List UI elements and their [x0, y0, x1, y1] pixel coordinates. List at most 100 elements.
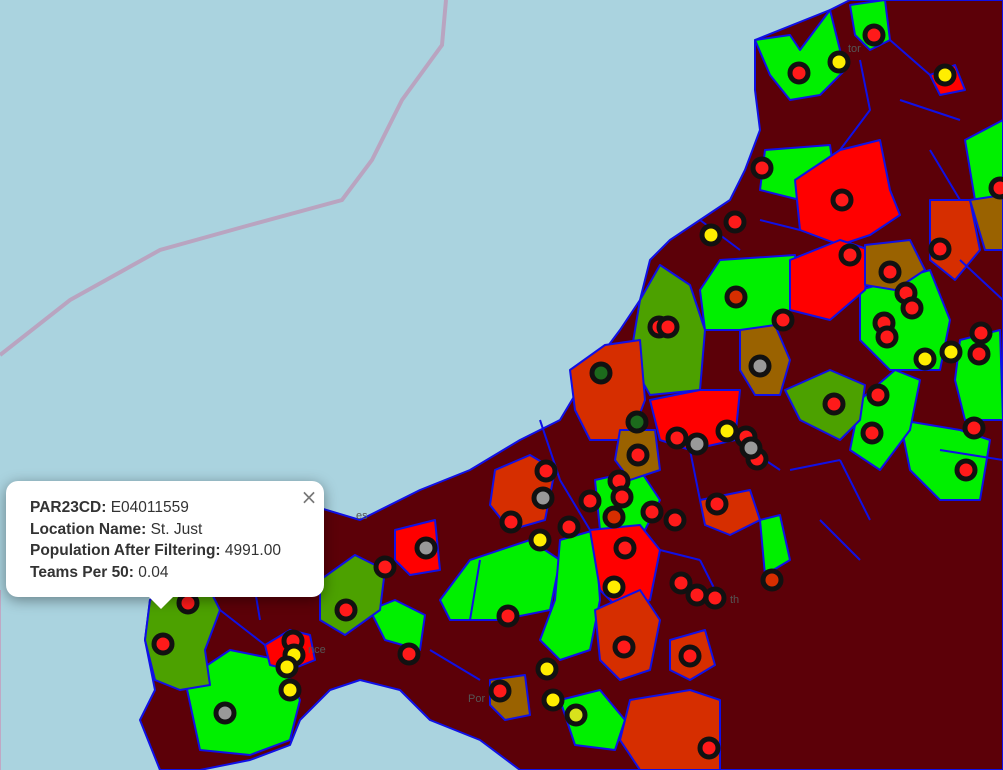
- parish-regions: [139, 0, 1003, 770]
- marker-yellow[interactable]: [913, 347, 937, 371]
- marker-red[interactable]: [866, 383, 890, 407]
- marker-red[interactable]: [988, 176, 1003, 200]
- popup-value: 0.04: [138, 563, 169, 581]
- marker-yellow[interactable]: [535, 657, 559, 681]
- place-label-porthleven: Por: [468, 693, 485, 705]
- marker-grey[interactable]: [685, 432, 709, 456]
- marker-red[interactable]: [771, 308, 795, 332]
- marker-red[interactable]: [962, 416, 986, 440]
- marker-red[interactable]: [669, 571, 693, 595]
- close-icon[interactable]: ×: [300, 485, 318, 509]
- marker-red[interactable]: [678, 644, 702, 668]
- region-orange-3[interactable]: [594, 589, 661, 681]
- marker-yellow[interactable]: [933, 63, 957, 87]
- popup-value: St. Just: [150, 520, 203, 538]
- marker-red[interactable]: [703, 586, 727, 610]
- marker-red[interactable]: [705, 492, 729, 516]
- info-popup: PAR23CD: E04011559 Location Name: St. Ju…: [6, 481, 324, 597]
- marker-red[interactable]: [578, 489, 602, 513]
- marker-red[interactable]: [967, 342, 991, 366]
- marker-yellow[interactable]: [528, 528, 552, 552]
- marker-red[interactable]: [822, 392, 846, 416]
- marker-yellow[interactable]: [602, 575, 626, 599]
- marker-grey[interactable]: [748, 354, 772, 378]
- popup-key: Teams Per 50:: [30, 563, 134, 581]
- marker-red[interactable]: [488, 679, 512, 703]
- marker-red[interactable]: [640, 500, 664, 524]
- marker-red[interactable]: [656, 315, 680, 339]
- marker-grey[interactable]: [414, 536, 438, 560]
- marker-yellow[interactable]: [715, 419, 739, 443]
- marker-red[interactable]: [862, 23, 886, 47]
- marker-red[interactable]: [954, 458, 978, 482]
- popup-key: PAR23CD:: [30, 499, 107, 516]
- marker-red[interactable]: [760, 568, 784, 592]
- marker-red[interactable]: [499, 510, 523, 534]
- popup-row-location-name: Location Name: St. Just: [30, 519, 304, 541]
- marker-red[interactable]: [626, 443, 650, 467]
- region-green-6[interactable]: [954, 329, 1003, 421]
- marker-red[interactable]: [860, 421, 884, 445]
- marker-red[interactable]: [723, 210, 747, 234]
- location-markers: [151, 23, 1003, 760]
- marker-yellow[interactable]: [275, 655, 299, 679]
- marker-yellow[interactable]: [541, 688, 565, 712]
- marker-red[interactable]: [496, 604, 520, 628]
- marker-red[interactable]: [838, 243, 862, 267]
- marker-red[interactable]: [787, 61, 811, 85]
- marker-red[interactable]: [663, 508, 687, 532]
- marker-red[interactable]: [830, 188, 854, 212]
- marker-red[interactable]: [928, 237, 952, 261]
- marker-grey[interactable]: [739, 436, 763, 460]
- marker-red[interactable]: [685, 583, 709, 607]
- place-label-falmouth: th: [730, 594, 739, 606]
- marker-yellow[interactable]: [939, 340, 963, 364]
- popup-tip: [149, 597, 173, 609]
- marker-red[interactable]: [724, 285, 748, 309]
- popup-key: Population After Filtering:: [30, 542, 221, 559]
- region-green-14[interactable]: [184, 649, 301, 756]
- popup-value: E04011559: [110, 499, 189, 516]
- marker-red[interactable]: [602, 505, 626, 529]
- popup-row-population: Population After Filtering: 4991.00: [30, 540, 304, 562]
- marker-yellow[interactable]: [278, 678, 302, 702]
- marker-green[interactable]: [589, 361, 613, 385]
- marker-red[interactable]: [612, 635, 636, 659]
- marker-red[interactable]: [750, 156, 774, 180]
- marker-red[interactable]: [878, 260, 902, 284]
- marker-red[interactable]: [151, 632, 175, 656]
- marker-red[interactable]: [900, 296, 924, 320]
- marker-red[interactable]: [697, 736, 721, 760]
- popup-row-teams-per-50: Teams Per 50: 0.04: [30, 562, 304, 584]
- marker-red[interactable]: [610, 485, 634, 509]
- place-labels: tor es nce th Por: [308, 43, 861, 705]
- marker-red[interactable]: [875, 325, 899, 349]
- region-green-13[interactable]: [369, 599, 426, 651]
- marker-yellow[interactable]: [699, 223, 723, 247]
- marker-red[interactable]: [334, 598, 358, 622]
- marker-red[interactable]: [613, 536, 637, 560]
- place-label-north: tor: [848, 43, 861, 55]
- marker-grey[interactable]: [531, 486, 555, 510]
- marker-red[interactable]: [665, 426, 689, 450]
- marker-grey[interactable]: [213, 701, 237, 725]
- marker-red[interactable]: [534, 459, 558, 483]
- place-label-west: es: [356, 510, 368, 522]
- marker-red[interactable]: [373, 555, 397, 579]
- popup-value: 4991.00: [224, 542, 281, 559]
- maritime-boundary: [0, 0, 448, 357]
- marker-red[interactable]: [397, 642, 421, 666]
- marker-green[interactable]: [625, 410, 649, 434]
- marker-red[interactable]: [557, 515, 581, 539]
- region-green-16[interactable]: [759, 514, 791, 576]
- popup-key: Location Name:: [30, 520, 147, 538]
- region-green-11[interactable]: [439, 539, 561, 621]
- marker-red[interactable]: [969, 321, 993, 345]
- marker-yellow[interactable]: [827, 50, 851, 74]
- place-label-penzance: nce: [308, 644, 326, 656]
- region-brown-3[interactable]: [969, 194, 1003, 251]
- popup-row-par23cd: PAR23CD: E04011559: [30, 497, 304, 519]
- region-orange-4[interactable]: [619, 689, 721, 770]
- marker-yellow[interactable]: [564, 703, 588, 727]
